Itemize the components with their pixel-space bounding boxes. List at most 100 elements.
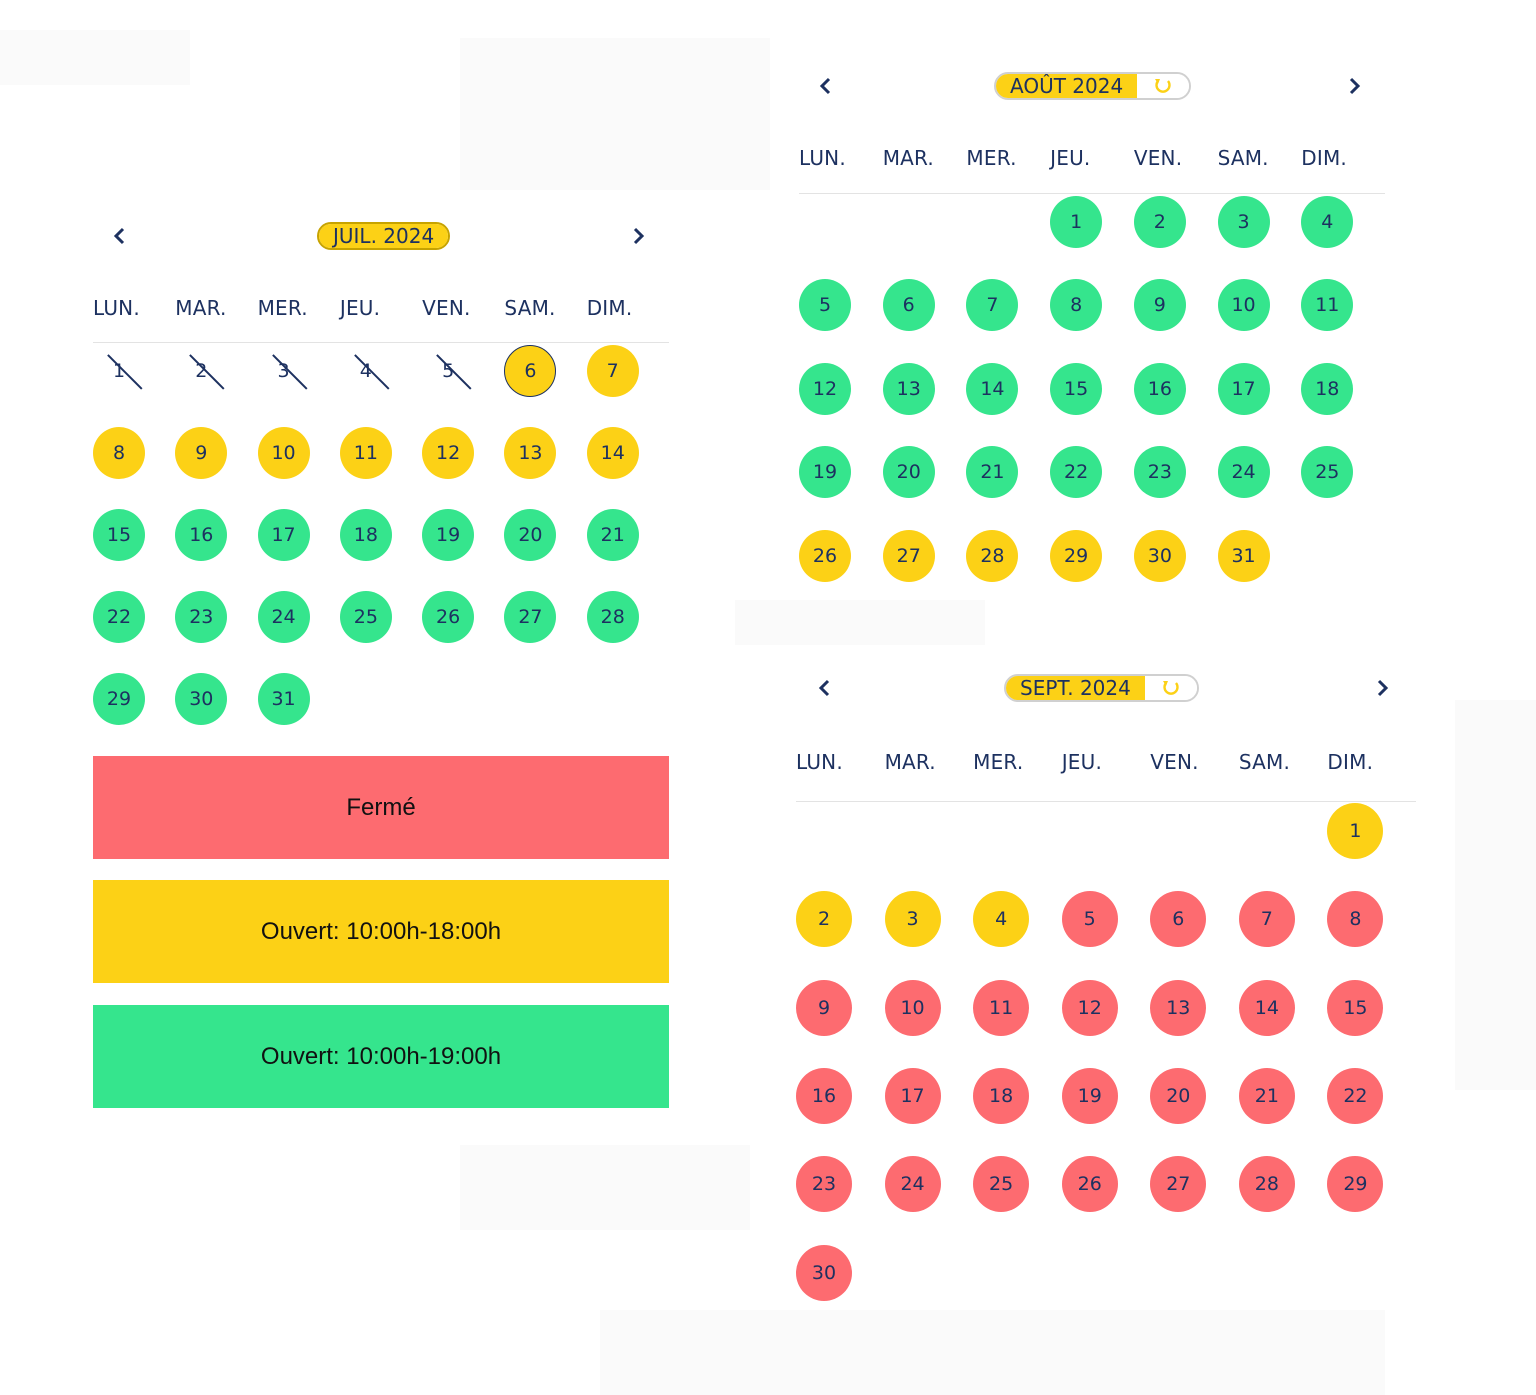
day-button[interactable]: 7 [1238,891,1295,948]
day-button[interactable]: 28 [966,529,1019,582]
day-button[interactable]: 6 [882,279,935,332]
day-button[interactable]: 13 [504,427,557,479]
reload-button[interactable] [1137,74,1190,98]
next-month-button[interactable] [1339,68,1369,104]
day-button[interactable]: 21 [586,509,639,561]
day-button[interactable]: 12 [422,427,475,479]
day-button[interactable]: 24 [257,591,310,643]
day-button[interactable]: 3 [1217,195,1270,248]
day-button[interactable]: 15 [1327,979,1384,1036]
day-button[interactable]: 26 [1061,1156,1118,1213]
day-button[interactable]: 29 [1050,529,1103,582]
month-title[interactable]: AOÛT 2024 [994,72,1192,100]
day-button[interactable]: 1 [1050,195,1103,248]
day-button[interactable]: 23 [1133,446,1186,499]
day-button[interactable]: 18 [339,509,392,561]
day-button[interactable]: 12 [799,362,851,415]
day-button[interactable]: 14 [1238,979,1295,1036]
day-button[interactable]: 9 [1133,279,1186,332]
month-title[interactable]: JUIL. 2024 [317,222,451,250]
day-button[interactable]: 15 [1050,362,1103,415]
day-button[interactable]: 24 [884,1156,941,1213]
day-button[interactable]: 2 [1133,195,1186,248]
day-button[interactable]: 30 [1133,529,1186,582]
day-button[interactable]: 31 [1217,529,1270,582]
day-button[interactable]: 14 [966,362,1019,415]
day-button[interactable]: 3 [884,891,941,948]
day-button[interactable]: 27 [882,529,935,582]
day-button[interactable]: 20 [504,509,557,561]
day-button[interactable]: 29 [93,673,145,725]
day-button[interactable]: 18 [973,1068,1030,1125]
day-button[interactable]: 28 [1238,1156,1295,1213]
day-button[interactable]: 2 [796,891,852,948]
day-button[interactable]: 8 [1327,891,1384,948]
day-button[interactable]: 22 [1327,1068,1384,1125]
day-button[interactable]: 11 [973,979,1030,1036]
day-button[interactable]: 19 [1061,1068,1118,1125]
day-button[interactable]: 26 [422,591,475,643]
day-button[interactable]: 8 [93,427,145,479]
day-button[interactable]: 4 [1301,195,1354,248]
day-button[interactable]: 12 [1061,979,1118,1036]
prev-month-button[interactable] [811,68,841,104]
day-button[interactable]: 19 [799,446,851,499]
day-button[interactable]: 24 [1217,446,1270,499]
day-button[interactable]: 26 [799,529,851,582]
day-button[interactable]: 27 [504,591,557,643]
day-button[interactable]: 14 [586,427,639,479]
next-month-button[interactable] [1367,670,1397,706]
next-month-button[interactable] [623,218,653,254]
day-button[interactable]: 17 [257,509,310,561]
day-button[interactable]: 6 [1150,891,1207,948]
day-button[interactable]: 6 [504,345,557,397]
day-button[interactable]: 1 [1327,803,1384,860]
day-button[interactable]: 16 [175,509,228,561]
day-button[interactable]: 17 [884,1068,941,1125]
day-button[interactable]: 11 [1301,279,1354,332]
day-button[interactable]: 30 [175,673,228,725]
reload-button[interactable] [1144,676,1197,700]
day-button[interactable]: 20 [1150,1068,1207,1125]
day-button[interactable]: 28 [586,591,639,643]
day-button[interactable]: 16 [796,1068,852,1125]
day-button[interactable]: 21 [966,446,1019,499]
prev-month-button[interactable] [810,670,840,706]
day-button[interactable]: 31 [257,673,310,725]
day-button[interactable]: 22 [93,591,145,643]
day-button[interactable]: 7 [586,345,639,397]
day-cell: 17 [257,494,340,576]
prev-month-button[interactable] [105,218,135,254]
day-button[interactable]: 21 [1238,1068,1295,1125]
day-button[interactable]: 25 [339,591,392,643]
day-button[interactable]: 13 [882,362,935,415]
month-title[interactable]: SEPT. 2024 [1004,674,1199,702]
day-button[interactable]: 13 [1150,979,1207,1036]
day-button[interactable]: 5 [799,279,851,332]
day-button[interactable]: 23 [175,591,228,643]
day-button[interactable]: 30 [796,1244,852,1301]
day-button[interactable]: 20 [882,446,935,499]
day-button[interactable]: 29 [1327,1156,1384,1213]
day-button[interactable]: 23 [796,1156,852,1213]
day-button[interactable]: 10 [884,979,941,1036]
day-button[interactable]: 4 [973,891,1030,948]
day-button[interactable]: 9 [175,427,228,479]
day-button[interactable]: 9 [796,979,852,1036]
day-button[interactable]: 10 [257,427,310,479]
day-button[interactable]: 16 [1133,362,1186,415]
day-button[interactable]: 18 [1301,362,1354,415]
day-button[interactable]: 8 [1050,279,1103,332]
day-button[interactable]: 22 [1050,446,1103,499]
day-button[interactable]: 27 [1150,1156,1207,1213]
day-button[interactable]: 10 [1217,279,1270,332]
day-button[interactable]: 5 [1061,891,1118,948]
day-button[interactable]: 11 [339,427,392,479]
day-button[interactable]: 7 [966,279,1019,332]
day-button[interactable]: 19 [422,509,475,561]
day-button[interactable]: 17 [1217,362,1270,415]
day-button[interactable]: 25 [973,1156,1030,1213]
day-button[interactable]: 25 [1301,446,1354,499]
day-cell: 25 [339,576,422,658]
day-button[interactable]: 15 [93,509,145,561]
